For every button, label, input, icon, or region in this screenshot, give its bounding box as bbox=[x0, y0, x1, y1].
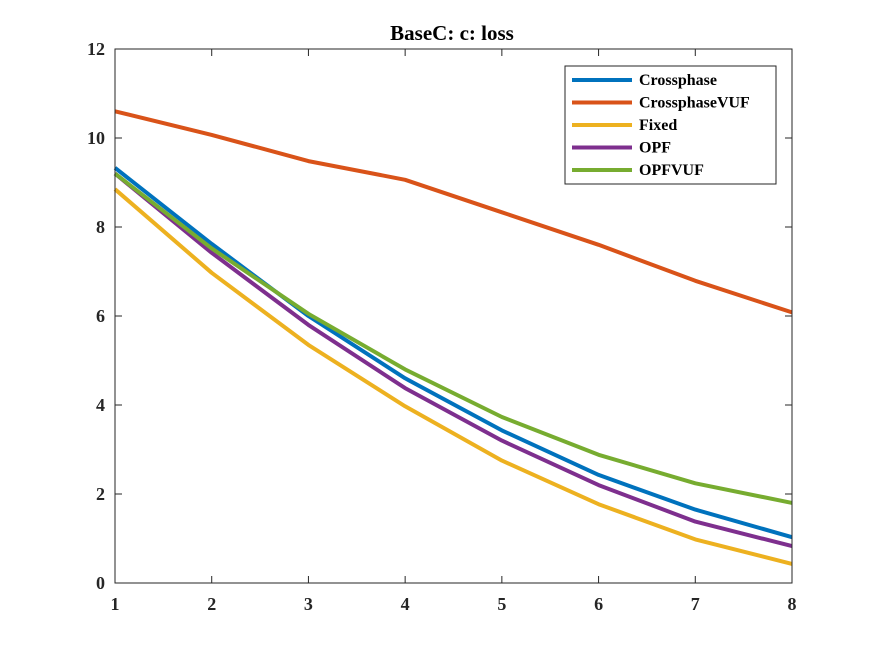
series-line-crossphasevuf bbox=[114, 109, 793, 315]
y-tick-label: 12 bbox=[87, 39, 105, 59]
y-tick-label: 8 bbox=[96, 217, 105, 237]
x-tick-label: 6 bbox=[594, 594, 603, 614]
x-tick-label: 4 bbox=[401, 594, 410, 614]
chart-title: BaseC: c: loss bbox=[390, 21, 514, 45]
y-tick-label: 6 bbox=[96, 306, 105, 326]
series-line-fixed bbox=[113, 187, 793, 566]
y-tick-label: 10 bbox=[87, 128, 105, 148]
series-line-opfvuf bbox=[113, 172, 793, 505]
y-tick-label: 0 bbox=[96, 573, 105, 593]
series-line-opf bbox=[113, 172, 793, 549]
x-tick-label: 8 bbox=[788, 594, 797, 614]
legend-label-crossphase: Crossphase bbox=[639, 72, 717, 89]
legend-label-opfvuf: OPFVUF bbox=[639, 162, 704, 179]
x-tick-label: 7 bbox=[691, 594, 700, 614]
y-tick-label: 4 bbox=[96, 395, 105, 415]
legend-label-opf: OPF bbox=[639, 140, 671, 157]
legend-label-fixed: Fixed bbox=[639, 117, 677, 134]
series-line-crossphase bbox=[113, 166, 793, 540]
y-tick-label: 2 bbox=[96, 484, 105, 504]
legend-label-crossphasevuf: CrossphaseVUF bbox=[639, 95, 750, 112]
x-tick-label: 1 bbox=[111, 594, 120, 614]
legend: Crossphase CrossphaseVUF Fixed OPF OPFVUF bbox=[564, 65, 777, 185]
x-tick-label: 3 bbox=[304, 594, 313, 614]
x-tick-label: 5 bbox=[497, 594, 506, 614]
series-layer bbox=[113, 109, 793, 566]
x-tick-label: 2 bbox=[207, 594, 216, 614]
